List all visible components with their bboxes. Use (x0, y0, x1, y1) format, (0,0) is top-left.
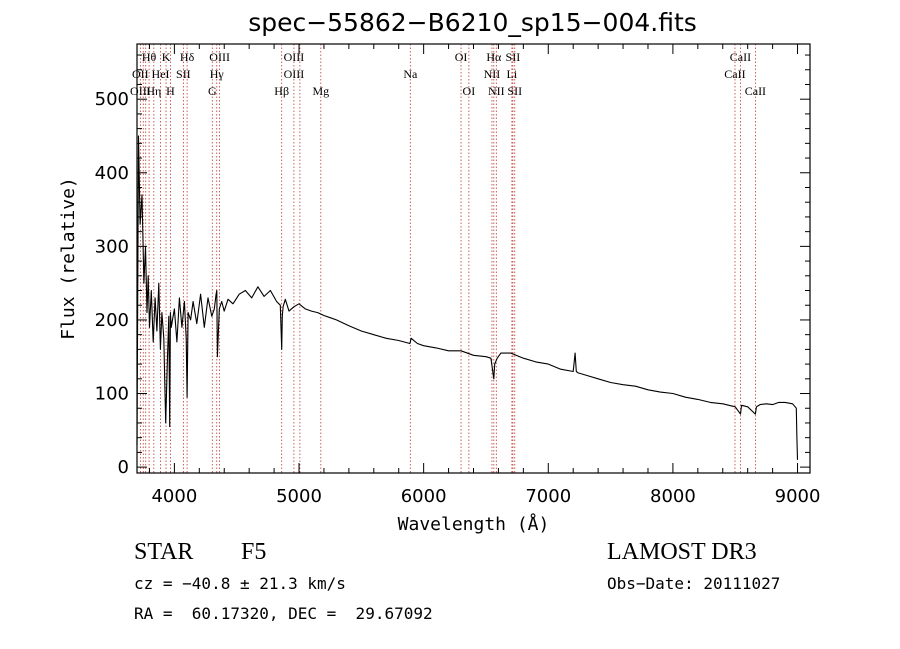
x-tick-label: 9000 (775, 486, 821, 507)
x-tick-label: 5000 (276, 486, 322, 507)
line-label: CaII (745, 84, 766, 98)
observation-date: Obs−Date: 20111027 (607, 574, 781, 593)
line-label: OIII (130, 84, 151, 98)
emission-line-labels: Hθ K Hδ OIII OIII OI Hα SII CaII OII HeI SII Hγ OIII N… (130, 50, 766, 98)
line-label: OI (463, 84, 476, 98)
line-label: G (208, 84, 217, 98)
redshift-cz: cz = −40.8 ± 21.3 km/s (134, 574, 346, 593)
x-tick-label: 4000 (151, 486, 197, 507)
y-tick-label: 500 (95, 89, 129, 110)
y-tick-label: 0 (118, 457, 129, 478)
spectrum-series-line (136, 135, 799, 460)
plot-frame (136, 43, 811, 474)
chart-title: spec−55862−B6210_sp15−004.fits (248, 8, 697, 37)
line-label: K (162, 50, 171, 64)
x-tick-label: 6000 (401, 486, 447, 507)
line-label: H (166, 84, 175, 98)
line-label: OII (132, 67, 149, 81)
object-type: STAR (134, 539, 194, 565)
line-label: Mg (312, 84, 329, 98)
line-label: CaII (724, 67, 745, 81)
line-label: Hδ (180, 50, 195, 64)
line-label: Hθ (142, 50, 157, 64)
emission-line-markers (139, 44, 756, 473)
line-label: CaII (730, 50, 751, 64)
line-label: OI (455, 50, 468, 64)
line-label: Na (403, 67, 418, 81)
line-label: SII (507, 84, 522, 98)
line-label: NII (484, 67, 501, 81)
y-tick-label: 200 (95, 310, 129, 331)
line-label: OIII (284, 50, 305, 64)
line-label: OIII (209, 50, 230, 64)
y-tick-label: 400 (95, 163, 129, 184)
survey-name: LAMOST DR3 (607, 539, 757, 565)
line-label: Hβ (274, 84, 289, 98)
y-axis-ticks: 0 100 200 300 400 500 (95, 54, 810, 478)
y-tick-label: 300 (95, 236, 129, 257)
line-label: NII (488, 84, 505, 98)
x-axis-ticks: 4000 5000 6000 7000 8000 9000 (148, 44, 821, 507)
y-tick-label: 100 (95, 384, 129, 405)
line-label: SII (176, 67, 191, 81)
x-axis-label: Wavelength (Å) (398, 513, 550, 535)
line-label: OIII (284, 67, 305, 81)
line-label: SII (506, 50, 521, 64)
line-label: HeI (152, 67, 170, 81)
line-label: Li (507, 67, 518, 81)
line-label: Hα (486, 50, 502, 64)
x-tick-label: 7000 (525, 486, 571, 507)
x-tick-label: 8000 (650, 486, 696, 507)
line-label: Hη (146, 84, 161, 98)
y-axis-label: Flux (relative) (58, 177, 79, 340)
line-label: Hγ (210, 67, 225, 81)
spectral-subclass: F5 (241, 539, 267, 565)
coordinates: RA = 60.17320, DEC = 29.67092 (134, 604, 433, 623)
